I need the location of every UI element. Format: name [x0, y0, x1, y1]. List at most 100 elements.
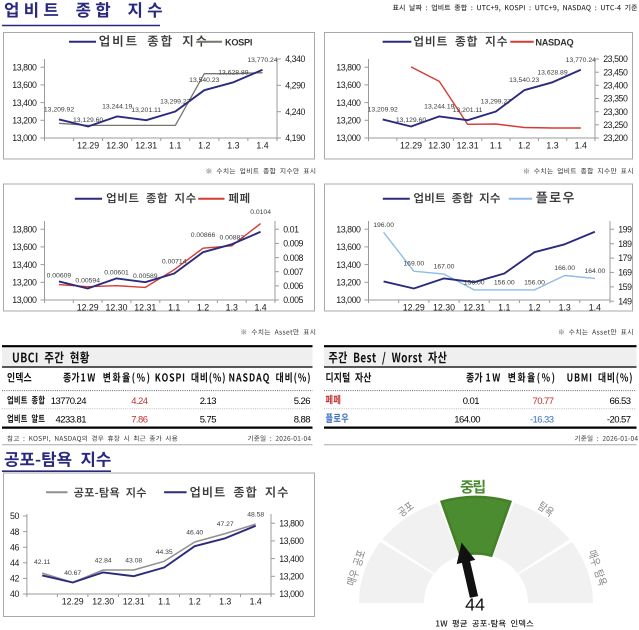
- svg-text:13,000: 13,000: [12, 295, 37, 305]
- svg-text:13,244.19: 13,244.19: [424, 103, 454, 110]
- svg-text:156.00: 156.00: [464, 279, 485, 286]
- svg-text:50: 50: [10, 511, 19, 521]
- svg-text:13,200: 13,200: [279, 572, 304, 582]
- svg-text:1.3: 1.3: [546, 140, 558, 150]
- svg-text:13,770.24: 13,770.24: [247, 57, 277, 64]
- svg-text:4,190: 4,190: [285, 133, 305, 143]
- svg-text:0.006: 0.006: [283, 281, 303, 291]
- svg-text:0.00714: 0.00714: [162, 259, 187, 266]
- svg-text:13,800: 13,800: [336, 62, 361, 72]
- svg-text:23,500: 23,500: [603, 54, 628, 64]
- svg-text:13,600: 13,600: [12, 242, 37, 252]
- svg-text:169.00: 169.00: [403, 261, 424, 268]
- svg-text:13,000: 13,000: [279, 589, 304, 599]
- svg-text:1.4: 1.4: [589, 302, 601, 312]
- svg-text:0.01: 0.01: [463, 396, 480, 407]
- svg-text:66.53: 66.53: [609, 396, 630, 407]
- svg-text:13,800: 13,800: [12, 224, 37, 234]
- svg-text:13,129.60: 13,129.60: [73, 117, 103, 124]
- svg-text:0.00866: 0.00866: [191, 232, 216, 239]
- svg-text:5.75: 5.75: [200, 415, 217, 426]
- svg-text:13,400: 13,400: [336, 98, 361, 108]
- svg-text:-16.33: -16.33: [530, 415, 554, 426]
- svg-text:1.3: 1.3: [219, 596, 231, 606]
- svg-text:13,200: 13,200: [336, 116, 361, 126]
- svg-text:23,200: 23,200: [603, 133, 628, 143]
- svg-text:156.00: 156.00: [494, 279, 515, 286]
- svg-text:12.29: 12.29: [62, 596, 84, 606]
- svg-text:13,209.92: 13,209.92: [368, 106, 398, 113]
- svg-text:0.00594: 0.00594: [75, 278, 100, 285]
- svg-text:-20.57: -20.57: [607, 415, 631, 426]
- svg-text:0.009: 0.009: [283, 239, 303, 249]
- svg-text:13,200: 13,200: [336, 278, 361, 288]
- svg-text:0.005: 0.005: [283, 295, 303, 305]
- svg-text:23,450: 23,450: [603, 67, 628, 77]
- svg-text:46: 46: [10, 542, 19, 552]
- svg-text:1.2: 1.2: [197, 302, 209, 312]
- svg-text:13,400: 13,400: [12, 98, 37, 108]
- svg-text:1.4: 1.4: [575, 140, 587, 150]
- svg-text:42.84: 42.84: [95, 558, 112, 565]
- svg-text:13,600: 13,600: [12, 80, 37, 90]
- svg-text:12.31: 12.31: [457, 140, 479, 150]
- svg-text:199: 199: [618, 224, 632, 234]
- svg-text:13,800: 13,800: [336, 224, 361, 234]
- svg-text:0.01: 0.01: [283, 224, 299, 234]
- svg-text:12.29: 12.29: [77, 140, 99, 150]
- svg-text:42.11: 42.11: [34, 559, 51, 566]
- svg-text:13,600: 13,600: [336, 242, 361, 252]
- svg-text:149: 149: [618, 296, 632, 306]
- svg-text:13,400: 13,400: [336, 260, 361, 270]
- svg-text:13,299.27: 13,299.27: [160, 99, 190, 106]
- svg-text:13,000: 13,000: [336, 295, 361, 305]
- svg-text:166.00: 166.00: [554, 265, 575, 272]
- svg-text:1.4: 1.4: [254, 302, 266, 312]
- svg-text:13,628.89: 13,628.89: [218, 69, 248, 76]
- svg-text:NASDAQ: NASDAQ: [535, 37, 573, 47]
- svg-text:12.31: 12.31: [123, 596, 145, 606]
- svg-text:164.00: 164.00: [585, 268, 606, 275]
- svg-text:169: 169: [618, 268, 632, 278]
- svg-text:44: 44: [465, 595, 485, 615]
- svg-text:46.40: 46.40: [186, 530, 203, 537]
- svg-text:12.29: 12.29: [400, 140, 422, 150]
- svg-text:1.1: 1.1: [168, 302, 180, 312]
- svg-text:156.00: 156.00: [524, 279, 545, 286]
- svg-text:1.4: 1.4: [250, 596, 262, 606]
- svg-text:8.88: 8.88: [294, 415, 311, 426]
- svg-text:1.1: 1.1: [490, 140, 502, 150]
- svg-text:196.00: 196.00: [373, 222, 394, 229]
- svg-text:1.1: 1.1: [498, 302, 510, 312]
- svg-text:40.67: 40.67: [64, 570, 81, 577]
- svg-text:1.1: 1.1: [158, 596, 170, 606]
- svg-text:13,200: 13,200: [12, 116, 37, 126]
- svg-text:13,200: 13,200: [12, 278, 37, 288]
- svg-text:189: 189: [618, 239, 632, 249]
- svg-text:13,201.11: 13,201.11: [131, 107, 161, 114]
- svg-text:13,000: 13,000: [12, 133, 37, 143]
- svg-text:48: 48: [10, 527, 19, 537]
- svg-text:4,290: 4,290: [285, 81, 305, 91]
- svg-text:0.00609: 0.00609: [47, 272, 72, 279]
- svg-text:1.1: 1.1: [169, 140, 181, 150]
- svg-text:0.007: 0.007: [283, 267, 303, 277]
- svg-text:23,300: 23,300: [603, 107, 628, 117]
- svg-text:1.4: 1.4: [256, 140, 268, 150]
- svg-text:0.00883: 0.00883: [220, 234, 245, 241]
- svg-text:48.58: 48.58: [247, 512, 264, 519]
- svg-text:40: 40: [10, 589, 19, 599]
- svg-text:0.008: 0.008: [283, 253, 303, 263]
- svg-text:43.08: 43.08: [125, 558, 142, 565]
- svg-text:167.00: 167.00: [434, 264, 455, 271]
- svg-text:1.3: 1.3: [226, 302, 238, 312]
- svg-text:13,600: 13,600: [279, 536, 304, 546]
- svg-text:1.2: 1.2: [518, 140, 530, 150]
- svg-text:13,800: 13,800: [12, 62, 37, 72]
- svg-text:13,400: 13,400: [279, 554, 304, 564]
- svg-text:47.27: 47.27: [217, 521, 234, 528]
- svg-text:13,129.60: 13,129.60: [396, 117, 426, 124]
- svg-text:12.31: 12.31: [463, 302, 485, 312]
- svg-text:0.00601: 0.00601: [104, 269, 129, 276]
- svg-text:13,299.27: 13,299.27: [481, 99, 511, 106]
